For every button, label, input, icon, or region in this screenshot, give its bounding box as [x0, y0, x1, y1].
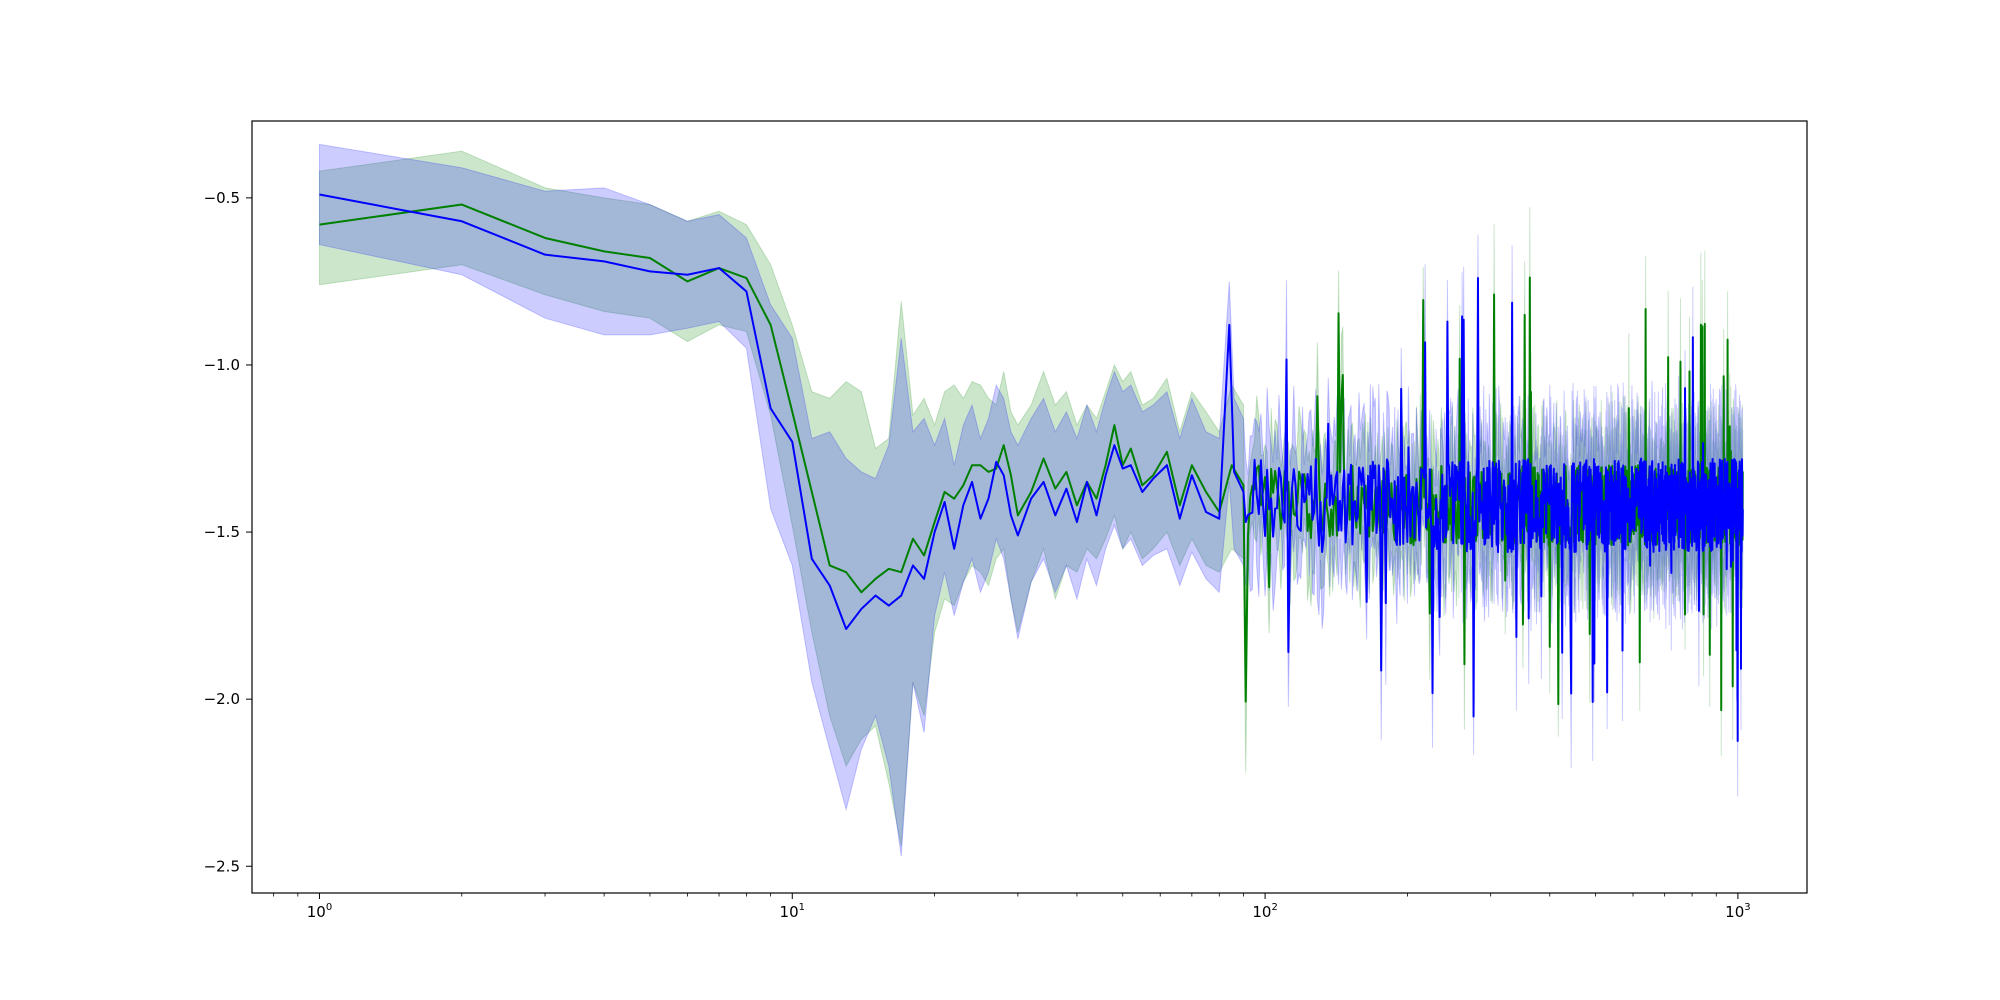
y-tick-label: −2.0	[204, 690, 240, 708]
x-tick-label: 102	[1252, 902, 1277, 921]
y-tick-label: −0.5	[204, 189, 240, 207]
x-tick-label: 101	[780, 902, 805, 921]
axes: −0.5 −1.0 −1.5 −2.0 −2.5 100 101 102 103	[204, 120, 1808, 921]
plot-area	[318, 143, 1744, 857]
series-2-mean-line	[319, 193, 1744, 742]
x-tick-label: 103	[1725, 902, 1750, 921]
x-tick-label: 100	[307, 902, 332, 921]
y-tick-label: −2.5	[204, 857, 240, 875]
y-tick-label: −1.0	[204, 356, 240, 374]
y-tick-label: −1.5	[204, 523, 240, 541]
axes-frame	[251, 120, 1808, 894]
